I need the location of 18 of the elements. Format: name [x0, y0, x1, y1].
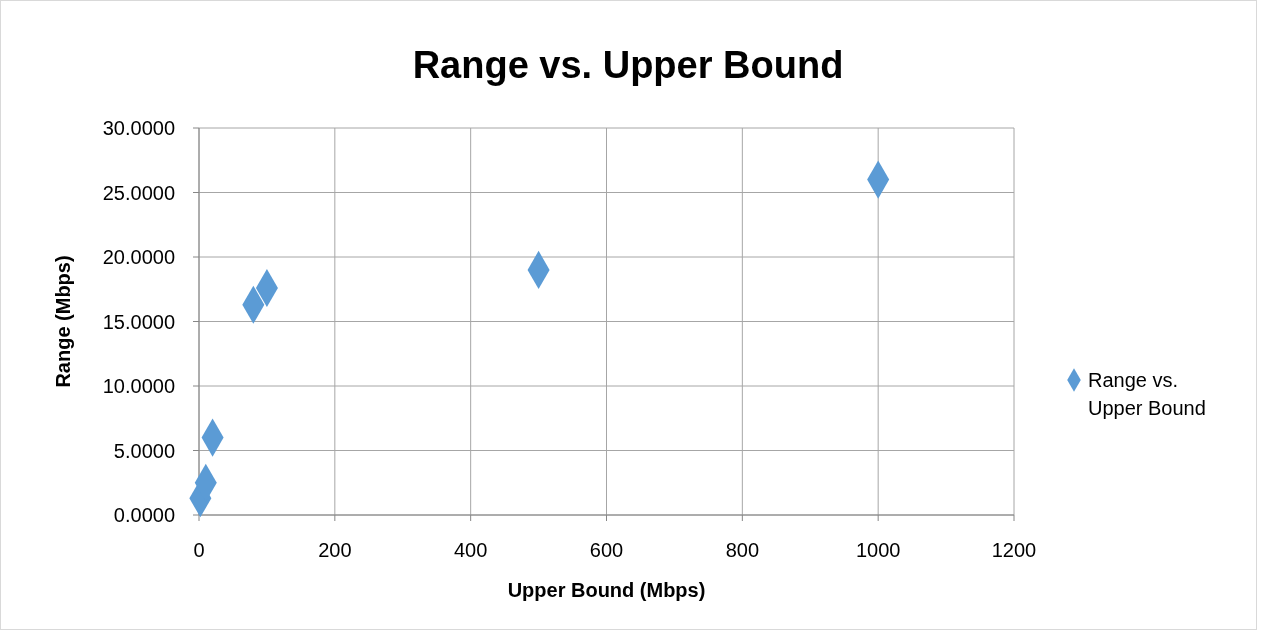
x-tick-label: 1200: [991, 539, 1037, 561]
x-tick-label: 800: [725, 539, 760, 561]
x-tick-label: 0: [193, 539, 205, 561]
y-tick-label: 5.0000: [113, 439, 175, 462]
y-tick-label: 15.0000: [102, 310, 175, 333]
y-tick-label: 0.0000: [113, 504, 175, 526]
chart-title: Range vs. Upper Bound: [412, 44, 844, 86]
y-tick-label: 25.0000: [102, 181, 175, 204]
legend-label: Range vs. Upper Bound: [1088, 369, 1206, 419]
y-axis-title: Range (Mbps): [52, 255, 74, 388]
x-tick-label: 400: [453, 539, 488, 561]
y-tick-label: 30.0000: [102, 117, 175, 139]
y-tick-label: 20.0000: [102, 246, 175, 268]
y-tick-label: 10.0000: [102, 375, 175, 397]
x-tick-label: 1000: [855, 539, 901, 561]
x-tick-label: 200: [318, 539, 352, 561]
x-tick-label: 600: [589, 539, 624, 561]
x-axis-title: Upper Bound (Mbps): [507, 579, 706, 601]
